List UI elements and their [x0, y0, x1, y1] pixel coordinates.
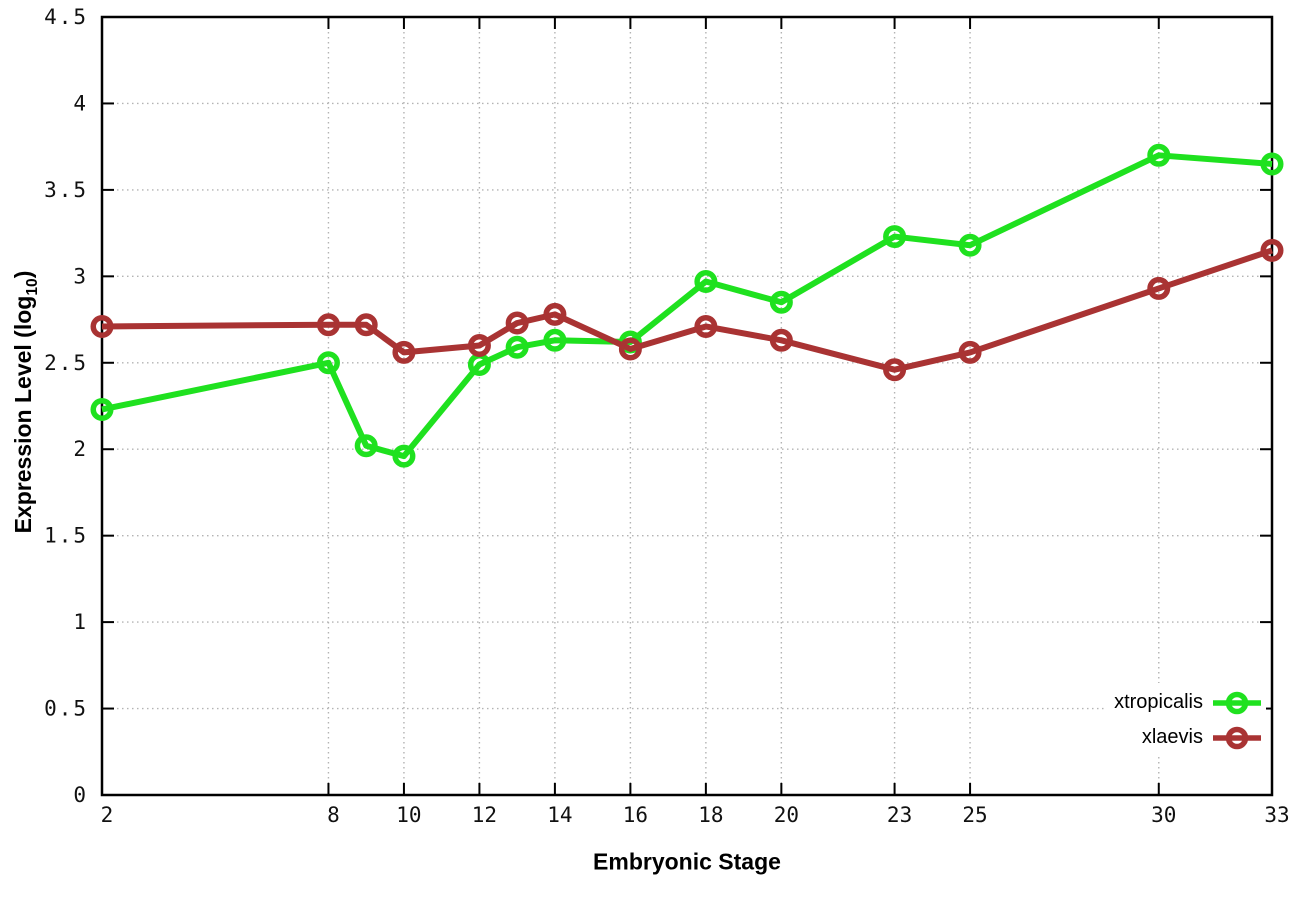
data-point-xtropicalis: [354, 434, 378, 458]
x-tick-label: 23: [887, 803, 912, 827]
y-tick-label: 0: [73, 783, 88, 807]
y-tick-label: 1.5: [44, 524, 88, 548]
data-point-xtropicalis: [392, 444, 416, 468]
y-tick-label: 1: [73, 610, 88, 634]
data-point-xlaevis: [354, 313, 378, 337]
data-point-xlaevis: [1147, 276, 1171, 300]
y-tick-label: 3: [73, 264, 88, 288]
legend-label-xtropicalis: xtropicalis: [1114, 691, 1203, 713]
data-point-xlaevis: [883, 358, 907, 382]
data-point-xlaevis: [505, 311, 529, 335]
data-point-xtropicalis: [694, 270, 718, 294]
x-tick-label: 8: [327, 803, 340, 827]
data-point-xtropicalis: [883, 225, 907, 249]
data-point-xtropicalis: [958, 233, 982, 257]
legend-label-xlaevis: xlaevis: [1141, 726, 1203, 748]
y-axis-title-subscript: 10: [23, 278, 41, 296]
legend-row-xlaevis: xlaevis: [1114, 720, 1262, 755]
legend-row-xtropicalis: xtropicalis: [1114, 685, 1262, 720]
line-point-marker-icon: [1213, 691, 1261, 714]
legend: xtropicalis xlaevis: [1104, 683, 1266, 757]
x-tick-label: 14: [547, 803, 572, 827]
data-point-xtropicalis: [1260, 152, 1284, 176]
data-point-xlaevis: [392, 340, 416, 364]
x-axis-title: Embryonic Stage: [593, 848, 781, 875]
x-tick-label: 2: [101, 803, 114, 827]
y-tick-label: 2: [73, 437, 88, 461]
data-point-xtropicalis: [90, 397, 114, 421]
data-point-xlaevis: [1260, 238, 1284, 262]
y-tick-label: 0.5: [44, 697, 88, 721]
x-tick-label: 16: [623, 803, 648, 827]
series-line-xtropicalis: [101, 152, 1273, 460]
y-tick-label: 3.5: [44, 178, 88, 202]
x-tick-label: 30: [1151, 803, 1176, 827]
y-axis-title-text: Expression Level (log: [10, 295, 37, 534]
plot-border: [100, 15, 1274, 797]
x-tick-label: 10: [396, 803, 421, 827]
data-point-xlaevis: [90, 314, 114, 338]
x-tick-label: 25: [962, 803, 987, 827]
x-tick-label: 12: [472, 803, 497, 827]
data-point-xlaevis: [467, 333, 491, 357]
data-point-xlaevis: [769, 328, 793, 352]
data-point-xtropicalis: [505, 335, 529, 359]
y-tick-label: 4.5: [44, 5, 88, 29]
data-point-xlaevis: [694, 314, 718, 338]
data-point-xlaevis: [543, 302, 567, 326]
series-line-xlaevis: [101, 247, 1273, 373]
data-point-xlaevis: [316, 313, 340, 337]
data-point-xtropicalis: [769, 290, 793, 314]
y-axis-title: Expression Level (log10): [10, 271, 42, 534]
y-tick-label: 4: [73, 91, 88, 115]
y-tick-label: 2.5: [44, 351, 88, 375]
data-point-xtropicalis: [316, 351, 340, 375]
data-point-xlaevis: [958, 340, 982, 364]
data-point-xtropicalis: [543, 328, 567, 352]
line-point-marker-icon: [1213, 726, 1261, 749]
data-point-xtropicalis: [1147, 143, 1171, 167]
y-axis-title-close: ): [10, 270, 37, 279]
x-tick-label: 20: [774, 803, 799, 827]
x-tick-label: 18: [698, 803, 723, 827]
x-tick-label: 33: [1264, 803, 1289, 827]
data-point-xlaevis: [618, 337, 642, 361]
